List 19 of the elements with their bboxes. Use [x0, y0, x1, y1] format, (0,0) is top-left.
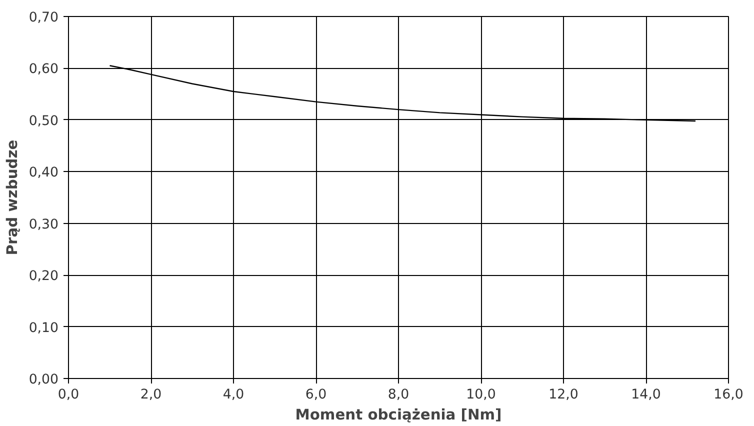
y-tick-label: 0,60 [28, 62, 59, 78]
x-tick-label: 8,0 [388, 388, 410, 402]
x-tick-label: 16,0 [714, 388, 744, 402]
y-tick-label: 0,70 [28, 10, 59, 26]
y-axis-title: Prąd wzbudze [4, 140, 21, 256]
y-tick-label: 0,20 [28, 269, 59, 284]
x-tick-label: 0,0 [58, 388, 80, 402]
x-tick-label: 6,0 [305, 388, 327, 402]
x-tick-label: 12,0 [548, 388, 578, 402]
x-axis-title: Moment obciążenia [Nm] [295, 406, 502, 424]
y-tick-label: 0,30 [28, 217, 59, 232]
y-tick-label: 0,10 [28, 320, 59, 336]
x-tick-label: 14,0 [631, 388, 661, 402]
x-tick-label: 10,0 [466, 388, 496, 402]
y-tick-label: 0,40 [28, 166, 59, 181]
x-tick-label: 4,0 [222, 388, 244, 402]
y-tick-label: 0,00 [28, 372, 59, 388]
y-tick-label: 0,50 [28, 114, 59, 129]
x-tick-label: 2,0 [140, 388, 162, 402]
